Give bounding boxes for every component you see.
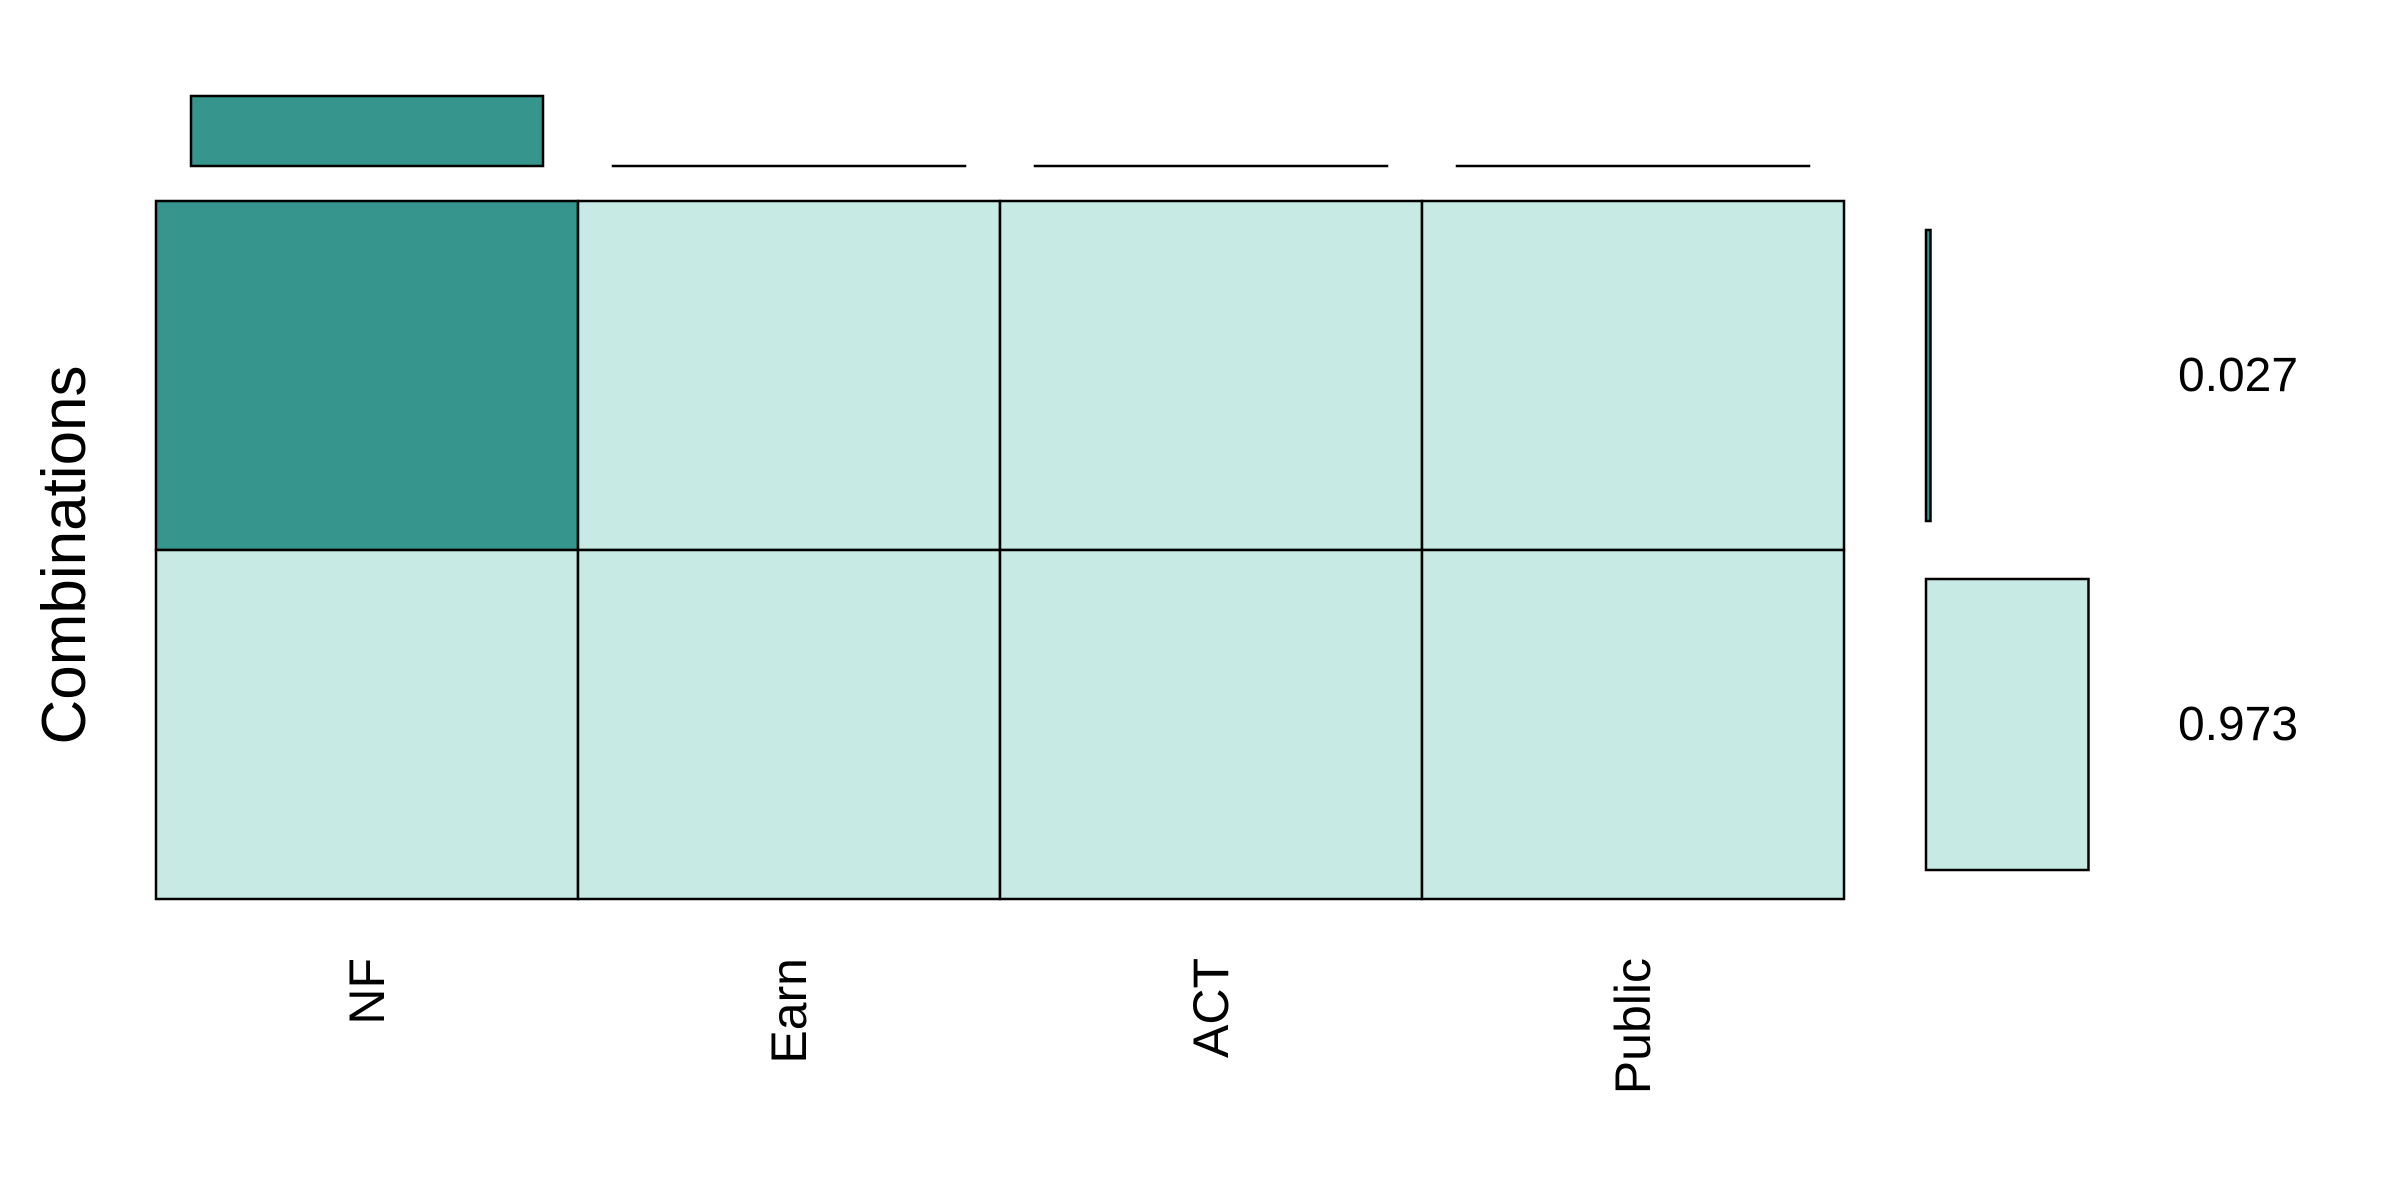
variable-label-earn: Earn: [761, 958, 817, 1064]
combination-bar-row-1: [1924, 228, 1932, 523]
combination-proportion-label-row-1: 0.027: [2178, 349, 2298, 402]
combination-bar-row-2: [1924, 577, 2090, 872]
cell-nf-row-2: [154, 548, 580, 901]
variable-labels: NF Earn ACT Public: [339, 958, 1661, 1094]
variable-label-nf: NF: [339, 958, 395, 1025]
cell-nf-row-1: [154, 199, 580, 552]
cell-act-row-1: [998, 199, 1424, 552]
y-axis-label: Combinations: [30, 365, 99, 744]
variable-label-public: Public: [1605, 958, 1661, 1094]
combination-bars: [1924, 228, 2090, 872]
cell-public-row-2: [1420, 548, 1846, 901]
cell-public-row-1: [1420, 199, 1846, 552]
variable-bars: [189, 94, 1811, 168]
variable-bar-nf: [189, 94, 545, 168]
cell-act-row-2: [998, 548, 1424, 901]
cell-earn-row-2: [576, 548, 1002, 901]
combination-grid: [154, 199, 1846, 901]
variable-label-act: ACT: [1183, 958, 1239, 1058]
cell-earn-row-1: [576, 199, 1002, 552]
combination-proportion-label-row-2: 0.973: [2178, 698, 2298, 751]
combination-proportion-labels: 0.027 0.973: [2178, 349, 2298, 751]
